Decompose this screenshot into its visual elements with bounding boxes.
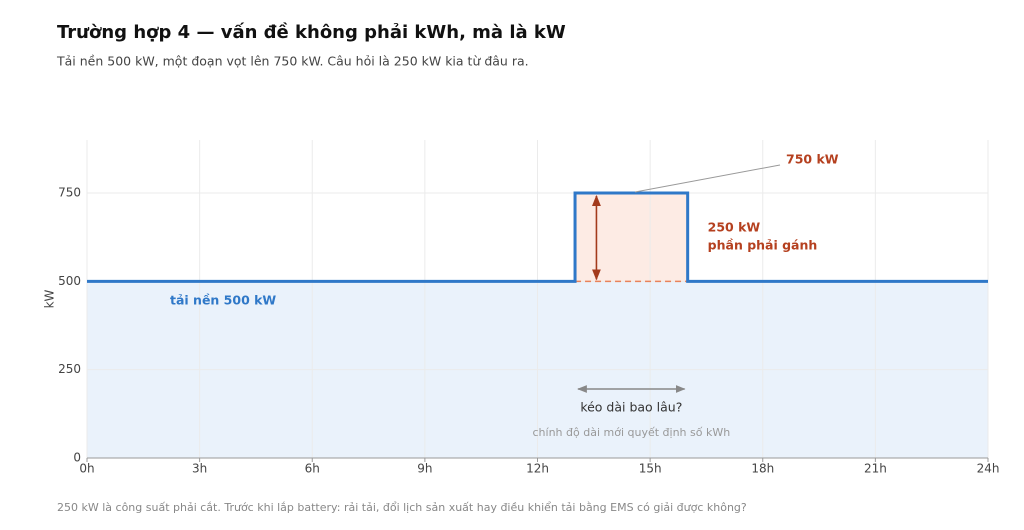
x-tick-label: 18h: [751, 462, 774, 476]
x-tick-label: 21h: [864, 462, 887, 476]
excess-area: [575, 193, 688, 282]
peak-label: 750 kW: [786, 152, 839, 167]
y-axis-label: kW: [43, 289, 57, 308]
y-tick-label: 500: [58, 274, 81, 288]
y-tick-label: 0: [73, 451, 81, 465]
leader-line: [634, 164, 781, 193]
y-tick-label: 250: [58, 362, 81, 376]
x-tick-label: 12h: [526, 462, 549, 476]
chart-subtitle: Tải nền 500 kW, một đoạn vọt lên 750 kW.…: [56, 54, 529, 69]
x-tick-label: 3h: [192, 462, 207, 476]
chart-title: Trường hợp 4 — vấn đề không phải kWh, mà…: [57, 22, 566, 43]
base-label: tải nền 500 kW: [170, 293, 276, 308]
load-line: [87, 191, 988, 283]
y-tick-label: 750: [58, 186, 81, 200]
excess-label: phần phải gánh: [708, 238, 818, 253]
footnote: 250 kW là công suất phải cắt. Trước khi …: [57, 501, 747, 514]
x-tick-label: 9h: [417, 462, 432, 476]
excess-label: 250 kW: [708, 220, 761, 235]
x-tick-label: 24h: [977, 462, 1000, 476]
x-tick-label: 15h: [639, 462, 662, 476]
x-tick-label: 0h: [79, 462, 94, 476]
x-tick-label: 6h: [305, 462, 320, 476]
duration-label: kéo dài bao lâu?: [580, 400, 682, 415]
duration-note: chính độ dài mới quyết định số kWh: [533, 426, 731, 439]
